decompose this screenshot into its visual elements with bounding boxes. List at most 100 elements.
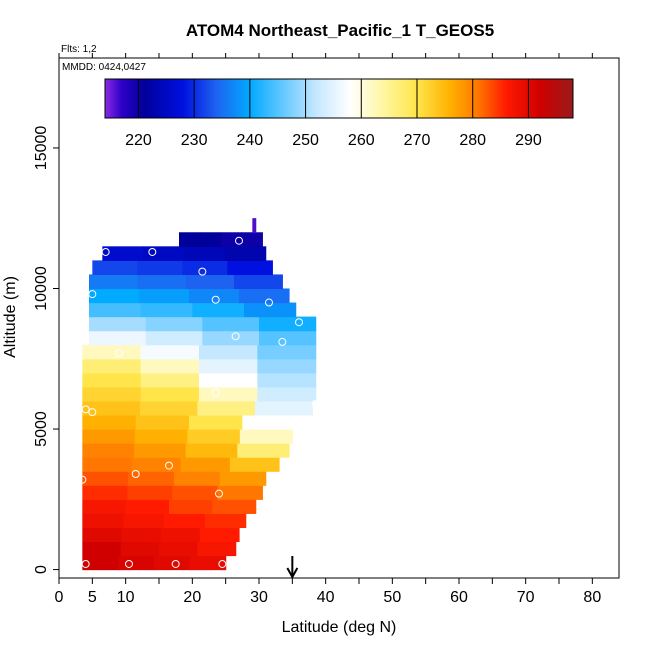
curtain-cell <box>82 513 124 529</box>
curtain-cell <box>89 316 147 332</box>
curtain-cell <box>140 358 200 374</box>
curtain-cell <box>180 457 231 472</box>
curtain-cell <box>257 372 317 388</box>
sample-point <box>231 332 240 341</box>
curtain-cell <box>102 246 144 261</box>
curtain-cell <box>244 302 297 318</box>
curtain-cell <box>239 288 290 304</box>
sample-point <box>88 408 97 417</box>
curtain-cell <box>137 274 187 290</box>
y-tick-label: 0 <box>33 565 50 574</box>
curtain-cell <box>219 471 267 486</box>
curtain-cell <box>82 471 129 486</box>
sample-point <box>265 298 273 307</box>
curtain-cell <box>199 527 240 543</box>
curtain-cell <box>259 330 317 346</box>
curtain-cell <box>131 457 182 472</box>
curtain-cell <box>229 457 280 472</box>
x-tick-label: 0 <box>55 589 64 606</box>
curtain-cell <box>82 527 123 543</box>
flights-annotation: Flts: 1,2 <box>61 44 97 55</box>
sample-point <box>88 290 97 299</box>
x-tick-label: 40 <box>317 589 335 606</box>
curtain-cell <box>187 429 241 444</box>
colorbar-tick-label: 220 <box>125 132 152 149</box>
curtain-cell <box>145 316 203 332</box>
curtain-cell <box>89 274 138 290</box>
sample-point <box>211 295 220 304</box>
sample-point <box>115 349 123 358</box>
curtain-cell <box>140 344 200 360</box>
curtain-cell <box>140 302 193 318</box>
curtain-cell <box>82 386 142 402</box>
curtain-cell <box>199 344 258 360</box>
x-tick-label: 20 <box>183 589 201 606</box>
curtain-cell <box>89 302 142 318</box>
sample-point <box>211 388 220 397</box>
x-axis: 0 5 10 20 30 40 50 60 70 80 <box>55 53 601 606</box>
curtain-cell <box>199 232 222 247</box>
curtain-cell <box>202 330 260 346</box>
curtain-cell <box>82 499 127 514</box>
curtain-cell <box>135 414 190 430</box>
curtain-cell <box>125 499 170 514</box>
y-axis: 0 5000 10000 15000 <box>33 126 59 574</box>
curtain-cell <box>224 246 267 261</box>
curtain-cell <box>92 260 138 276</box>
sample-point <box>198 267 207 276</box>
chart-title: ATOM4 Northeast_Pacific_1 T_GEOS5 <box>186 21 494 40</box>
colorbar-tick-label: 260 <box>348 132 375 149</box>
curtain-cell <box>89 288 140 304</box>
curtain-cell <box>199 358 258 374</box>
sample-point <box>278 337 287 346</box>
colorbar-ticks: 220 230 240 250 260 270 280 290 <box>125 79 542 149</box>
sample-point <box>148 247 157 256</box>
curtain-cell <box>120 541 160 557</box>
curtain-cell <box>185 274 235 290</box>
sample-point <box>78 475 87 484</box>
curtain-cell <box>82 555 119 571</box>
sample-point <box>101 247 110 256</box>
curtain-cell <box>134 443 187 458</box>
curtain-cell <box>172 485 218 500</box>
latitude-marker-arrow <box>286 556 299 580</box>
curtain-cell <box>174 471 221 486</box>
colorbar-gradient <box>104 78 574 119</box>
curtain-cell <box>254 218 257 233</box>
curtain-cell <box>199 386 258 402</box>
mmdd-annotation: MMDD: 0424,0427 <box>62 62 146 73</box>
y-tick-label: 10000 <box>33 266 50 311</box>
curtain-cell <box>89 330 147 346</box>
curtain-cell <box>139 288 190 304</box>
curtain-cell <box>82 541 122 557</box>
colorbar-tick-label: 270 <box>404 132 431 149</box>
curtain-cell <box>139 400 198 416</box>
plot-frame <box>58 57 620 579</box>
colorbar-tick-label: 280 <box>459 132 486 149</box>
curtain-cell <box>184 246 226 261</box>
sample-point <box>215 489 223 498</box>
curtain-cell <box>254 218 256 233</box>
curtain-cell <box>189 414 243 430</box>
curtain-cell <box>241 232 263 247</box>
sample-point <box>81 559 90 568</box>
curtain-cell <box>127 485 173 500</box>
arrow-head <box>286 567 299 580</box>
curtain-cell <box>197 541 237 557</box>
colorbar-tick-label: 230 <box>181 132 208 149</box>
curtain-cell <box>185 443 238 458</box>
x-tick-label: 30 <box>250 589 268 606</box>
y-axis-label: Altitude (m) <box>2 276 19 358</box>
curtain-cell <box>227 260 273 276</box>
y-tick-label: 15000 <box>33 126 50 171</box>
curtain-cell <box>82 344 142 360</box>
curtain-cell <box>257 358 317 374</box>
curtain-cell <box>118 555 155 571</box>
sample-point <box>125 559 133 568</box>
curtain-cell <box>140 372 200 388</box>
curtain-cell <box>237 443 290 458</box>
curtain-cell <box>189 288 240 304</box>
curtain-cell <box>82 443 135 458</box>
curtain-cell <box>121 527 162 543</box>
